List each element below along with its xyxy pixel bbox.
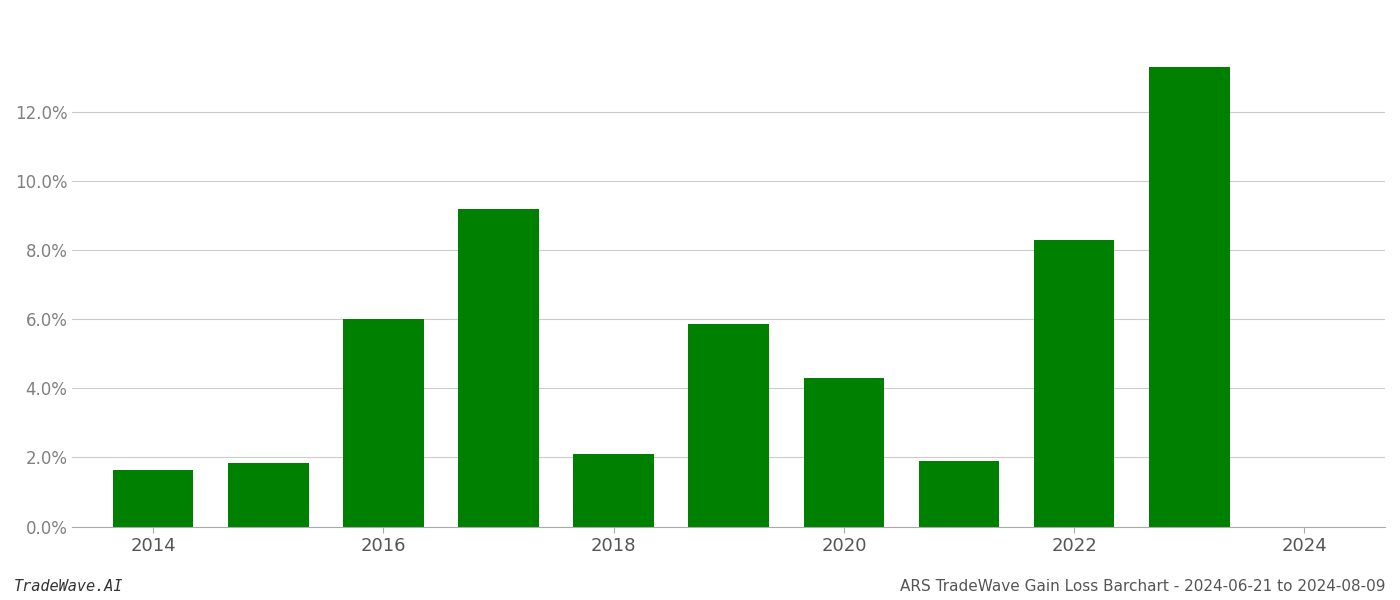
Bar xyxy=(113,470,193,527)
Bar xyxy=(804,378,885,527)
Bar xyxy=(458,209,539,527)
Bar xyxy=(343,319,424,527)
Text: ARS TradeWave Gain Loss Barchart - 2024-06-21 to 2024-08-09: ARS TradeWave Gain Loss Barchart - 2024-… xyxy=(900,579,1386,594)
Bar xyxy=(228,463,308,527)
Bar xyxy=(574,454,654,527)
Bar xyxy=(1033,239,1114,527)
Bar xyxy=(689,325,769,527)
Bar xyxy=(1149,67,1229,527)
Bar xyxy=(918,461,1000,527)
Text: TradeWave.AI: TradeWave.AI xyxy=(14,579,123,594)
